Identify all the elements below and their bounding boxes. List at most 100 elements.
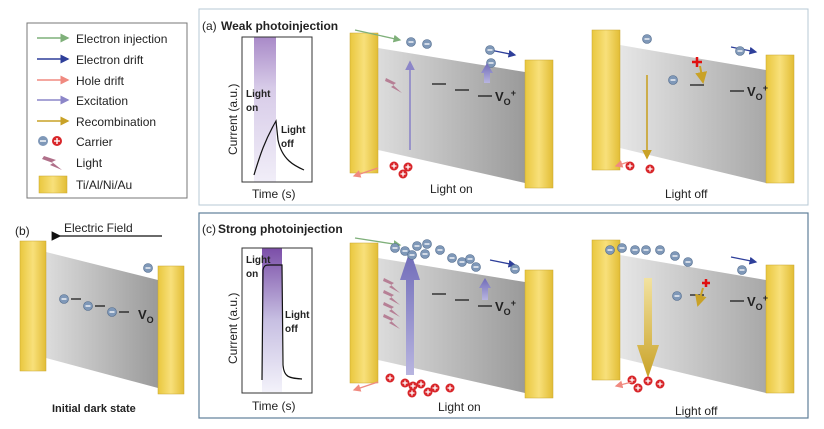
left-electrode xyxy=(349,242,379,384)
electron-carrier-icon xyxy=(630,245,640,255)
light-off-label: off xyxy=(281,139,294,150)
electron-carrier-icon xyxy=(670,251,680,261)
legend-label: Hole drift xyxy=(76,74,125,88)
electron-carrier-icon xyxy=(510,264,520,274)
electron-carrier-icon xyxy=(412,241,422,251)
light-on-caption: Light on xyxy=(438,400,481,414)
hole-drift-arrow-icon xyxy=(614,380,633,389)
panel-c-title: Strong photoinjection xyxy=(218,222,343,236)
hole-carrier-icon xyxy=(408,381,418,391)
hole-carrier-icon xyxy=(416,379,426,389)
electron-carrier-icon xyxy=(655,245,665,255)
electron-drift-arrow-icon xyxy=(730,256,758,265)
panel-a-title: Weak photoinjection xyxy=(221,19,338,33)
electric-field-label: Electric Field xyxy=(64,221,133,235)
electron-carrier-icon xyxy=(672,291,682,301)
hole-carrier-icon xyxy=(445,383,455,393)
right-electrode xyxy=(524,269,554,399)
panel-c: (c) Strong photoinjection Light on Light… xyxy=(202,222,795,418)
light-on-caption: Light on xyxy=(430,182,473,196)
semiconductor-band xyxy=(620,255,766,393)
band-diagram-light-on: VO+ xyxy=(349,29,554,189)
left-electrode xyxy=(349,32,379,174)
right-electrode xyxy=(157,265,185,395)
hole-carrier-icon xyxy=(643,376,653,386)
electron-carrier-icon xyxy=(642,34,652,44)
legend-box xyxy=(26,22,188,199)
left-electrode xyxy=(19,240,47,372)
electron-carrier-icon xyxy=(420,249,430,259)
hole-carrier-icon xyxy=(389,161,399,171)
panel-b: (b) Electric Field VO Initial dark state xyxy=(15,221,185,415)
legend-label: Carrier xyxy=(76,135,113,149)
light-icon xyxy=(385,78,402,93)
band-diagram-light-off: VO+ xyxy=(591,29,795,184)
light-off-label: Light xyxy=(285,310,310,321)
chart-frame xyxy=(241,36,313,183)
blocked-cross-icon xyxy=(702,279,710,287)
recombination-arrow-icon xyxy=(695,65,708,84)
legend-label: Recombination xyxy=(76,115,156,129)
electron-carrier-icon xyxy=(486,58,496,68)
hole-carrier-icon xyxy=(398,169,408,179)
electron-carrier-icon xyxy=(641,245,651,255)
defect-label: VO xyxy=(138,307,154,325)
electron-carrier-icon xyxy=(107,307,117,317)
right-electrode xyxy=(765,54,795,184)
excitation-arrow-icon xyxy=(400,250,420,375)
light-off-caption: Light off xyxy=(665,187,708,201)
light-on-region xyxy=(262,248,282,392)
electron-carrier-icon xyxy=(59,294,69,304)
panel-c-tag: (c) xyxy=(202,222,216,236)
chart-frame xyxy=(241,247,313,394)
hole-carrier-icon xyxy=(385,373,395,383)
electron-drift-arrow-icon xyxy=(489,259,517,268)
hole-drift-arrow-icon xyxy=(352,381,379,392)
legend-label: Light xyxy=(76,156,103,170)
panel-a-box xyxy=(198,8,809,206)
current-chart-strong: Light on Light off Current (a.u.) Time (… xyxy=(226,247,313,413)
hole-drift-arrow-icon xyxy=(614,160,629,168)
recombination-arrow-icon xyxy=(637,278,659,378)
panel-b-tag: (b) xyxy=(15,224,30,238)
electron-carrier-icon xyxy=(406,37,416,47)
right-electrode xyxy=(765,264,795,394)
electron-carrier-icon xyxy=(447,253,457,263)
electron-injection-arrow-icon xyxy=(354,237,402,248)
light-on-label: on xyxy=(246,269,258,280)
carriers xyxy=(59,263,153,317)
light-icon xyxy=(383,278,400,293)
recombination-arrow-icon xyxy=(695,287,707,307)
hole-carrier-icon xyxy=(655,379,665,389)
electron-carrier-icon xyxy=(390,243,400,253)
electron-carrier-icon xyxy=(485,45,495,55)
electron-carrier-icon xyxy=(457,257,467,267)
band-diagram-light-on: VO+ xyxy=(349,237,554,399)
electron-carrier-icon xyxy=(617,243,627,253)
legend-label: Excitation xyxy=(76,94,128,108)
electron-carrier-icon xyxy=(735,46,745,56)
blocked-cross-icon xyxy=(692,57,702,67)
electron-carrier-icon xyxy=(407,250,417,260)
legend-label: Electron injection xyxy=(76,32,167,46)
semiconductor-band xyxy=(46,252,158,388)
semiconductor-band xyxy=(378,258,525,393)
hole-carrier-icon xyxy=(423,387,433,397)
light-on-label: on xyxy=(246,103,258,114)
panel-c-box xyxy=(198,212,809,419)
electron-carrier-icon xyxy=(471,262,481,272)
defect-label: VO+ xyxy=(495,88,516,107)
light-off-label: Light xyxy=(281,125,306,136)
legend-label: Electron drift xyxy=(76,53,144,67)
y-axis-label: Current (a.u.) xyxy=(226,84,240,155)
defect-label: VO+ xyxy=(747,83,768,102)
y-axis-label: Current (a.u.) xyxy=(226,293,240,364)
legend-label: Ti/Al/Ni/Au xyxy=(76,178,132,192)
defect-label: VO+ xyxy=(747,293,768,312)
hole-carrier-icon xyxy=(400,378,410,388)
light-on-label: Light xyxy=(246,89,271,100)
hole-drift-arrow-icon xyxy=(352,167,379,178)
electron-carrier-icon xyxy=(435,245,445,255)
current-curve xyxy=(253,119,305,176)
